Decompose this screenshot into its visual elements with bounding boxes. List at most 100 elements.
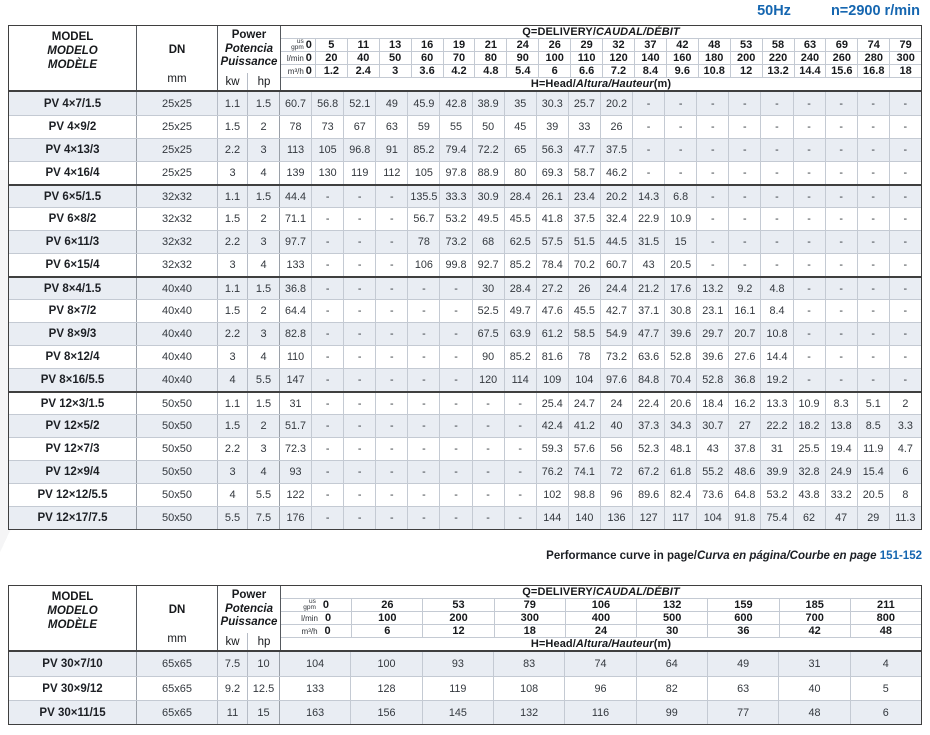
head-value-cell: 40: [601, 415, 634, 437]
head-value-cell: -: [473, 484, 505, 506]
hp-cell: 1.5: [248, 92, 280, 115]
head-value-cell: 49: [376, 92, 409, 115]
hp-cell: 4: [248, 461, 280, 483]
flow-value-cell: 8.4: [635, 65, 667, 77]
head-value-cell: 29.7: [697, 323, 730, 345]
head-value-cell: 73: [312, 116, 345, 138]
head-value-cell: 43: [697, 438, 730, 460]
note-page-numbers: 151-152: [879, 550, 922, 562]
model-label-es: MODELO: [47, 45, 98, 57]
model-cell: PV 12×5/2: [9, 415, 137, 437]
model-cell: PV 4×13/3: [9, 139, 137, 161]
head-value-cell: -: [473, 415, 505, 437]
head-value-cell: -: [473, 461, 505, 483]
head-value-cell: 27: [729, 415, 762, 437]
head-value-cell: -: [440, 278, 473, 299]
head-value-cell: 89.6: [633, 484, 666, 506]
flow-value-cell: 100: [352, 612, 424, 624]
dn-cell: 32x32: [137, 208, 218, 230]
head-value-cell: -: [473, 438, 505, 460]
head-value-cell: -: [697, 186, 730, 207]
model-cell: PV 12×9/4: [9, 461, 137, 483]
head-value-cell: 26.1: [537, 186, 569, 207]
head-value-cell: 56.7: [408, 208, 441, 230]
head-value-cell: -: [408, 438, 441, 460]
kw-cell: 1.1: [218, 278, 248, 299]
head-value-cell: 73.2: [440, 231, 473, 253]
head-value-cell: -: [473, 507, 505, 529]
head-value-cell: 130: [312, 162, 345, 184]
head-value-cell: -: [408, 507, 441, 529]
head-value-cell: 55.2: [697, 461, 730, 483]
kw-cell: 2.2: [218, 231, 248, 253]
flow-unit-label: l/min: [286, 53, 304, 63]
kw-cell: 1.5: [218, 415, 248, 437]
head-value-cell: -: [312, 393, 345, 414]
flow-value-cell: 50: [380, 52, 412, 64]
hp-cell: 4: [248, 346, 280, 368]
dn-cell: 65x65: [137, 652, 218, 676]
head-value-cell: 70.4: [665, 369, 698, 391]
head-value-cell: -: [697, 116, 730, 138]
head-value-cell: 70.2: [569, 254, 601, 276]
kw-cell: 11: [218, 701, 248, 724]
head-value-cell: -: [858, 186, 890, 207]
kw-cell: 1.1: [218, 393, 248, 414]
head-value-cell: -: [729, 92, 762, 115]
delivery-title: Q=DELIVERY/CAUDAL/DÉBIT: [281, 586, 921, 599]
head-value-cell: 135.5: [408, 186, 441, 207]
flow-value-cell: 4.2: [444, 65, 476, 77]
head-value-cell: 37.1: [633, 300, 666, 322]
head-value-cell: 44.4: [280, 186, 313, 207]
table-row: PV 8×7/2 40x40 1.5 2 64.4- - - - -52.5 49.7 47.6 45…: [9, 299, 921, 322]
head-value-cell: 28.4: [505, 278, 537, 299]
head-value-cell: -: [729, 231, 762, 253]
kw-cell: 3: [218, 254, 248, 276]
head-value-cell: -: [312, 278, 345, 299]
head-value-cell: 31.5: [633, 231, 666, 253]
head-value-cell: -: [376, 507, 409, 529]
head-title-unit: (m): [653, 638, 672, 650]
head-value-cell: 61.8: [665, 461, 698, 483]
flow-value-cell: l/min 0: [281, 52, 316, 64]
kw-cell: 3: [218, 346, 248, 368]
head-value-cell: -: [440, 346, 473, 368]
flow-value-cell: 300: [896, 52, 915, 64]
head-value-cell: 63.9: [505, 323, 537, 345]
head-value-cell: 93: [280, 461, 313, 483]
head-value-cell: -: [376, 300, 409, 322]
head-value-cell: -: [729, 116, 762, 138]
head-value-cell: -: [344, 186, 377, 207]
model-cell: PV 8×9/3: [9, 323, 137, 345]
flow-value-cell: 16: [412, 39, 444, 51]
note-text-en: Performance curve in page/: [546, 550, 697, 562]
flow-value-cell: 48: [879, 625, 892, 637]
head-value-cell: -: [697, 162, 730, 184]
hp-cell: 1.5: [248, 186, 280, 207]
model-cell: PV 6×11/3: [9, 231, 137, 253]
head-value-cell: 60.7: [280, 92, 313, 115]
head-value-cell: -: [826, 231, 858, 253]
head-value-cell: -: [408, 393, 441, 414]
head-value-cell: 39.6: [697, 346, 730, 368]
head-value-cell: -: [858, 346, 890, 368]
conditions-line: 50Hz n=2900 r/min: [757, 3, 920, 19]
head-value-cell: 5: [882, 682, 889, 695]
head-value-cell: -: [903, 259, 908, 271]
head-value-cell: 49: [708, 652, 780, 676]
head-value-cell: 127: [633, 507, 666, 529]
head-value-cell: 17.6: [665, 278, 698, 299]
hp-cell: 2: [248, 208, 280, 230]
head-value-cell: 26: [601, 116, 634, 138]
head-value-cell: -: [858, 116, 890, 138]
head-value-cell: 67.5: [473, 323, 505, 345]
head-value-cell: 47: [826, 507, 858, 529]
head-value-cell: -: [761, 208, 794, 230]
flow-value-cell: 20: [316, 52, 348, 64]
head-value-cell: -: [761, 162, 794, 184]
power-column-header: Power Potencia Puissance kw hp: [218, 26, 281, 90]
head-value-cell: 16.1: [729, 300, 762, 322]
model-cell: PV 8×12/4: [9, 346, 137, 368]
flow-value-cell: 24: [507, 39, 540, 51]
head-value-cell: 117: [665, 507, 698, 529]
